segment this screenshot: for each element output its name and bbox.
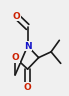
Text: O: O [11, 53, 19, 62]
Text: O: O [24, 83, 31, 92]
Text: N: N [24, 42, 31, 51]
Text: O: O [13, 12, 20, 21]
